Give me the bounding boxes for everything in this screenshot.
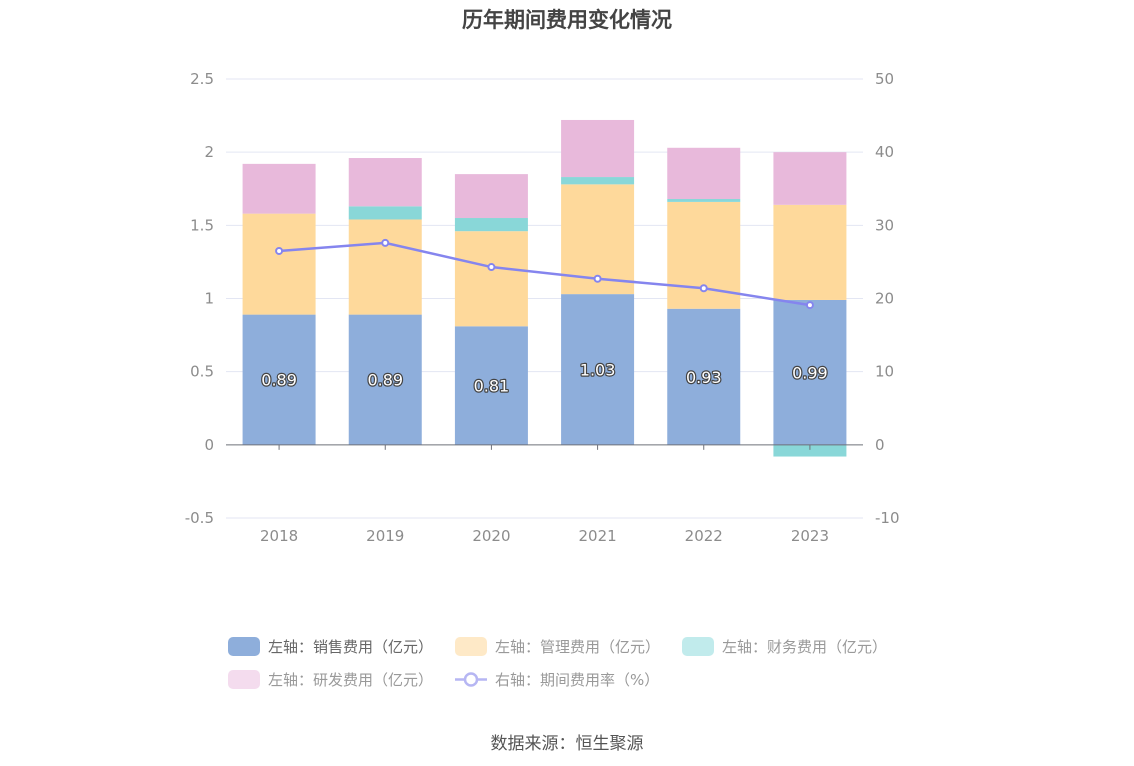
bar-segment: [561, 177, 635, 185]
right-tick-label: 50: [875, 70, 894, 88]
bar-segment: [242, 213, 316, 315]
left-tick-label: 2: [204, 143, 214, 161]
rate-line-series: [275, 238, 814, 310]
right-tick-label: 10: [875, 363, 894, 381]
x-tick-label: 2021: [578, 527, 616, 545]
bar-segment: [454, 231, 528, 327]
legend-swatch-rd: [228, 670, 260, 689]
rate-point: [593, 274, 602, 283]
bar-data-labels: 0.89 0.89 0.81 1.03 0.93 0.99: [260, 359, 829, 396]
legend-item-sales[interactable]: 左轴：销售费用（亿元）: [228, 636, 433, 657]
rate-point: [487, 263, 496, 272]
bar-segment: [561, 294, 635, 445]
right-axis-ticks: 50 40 30 20 10 0 -10: [875, 70, 900, 527]
bar-data-label: 0.99: [792, 363, 828, 382]
left-tick-label: 0: [204, 436, 214, 454]
rate-point: [381, 238, 390, 247]
bar-segment: [773, 299, 847, 445]
bar-data-label: 0.93: [686, 368, 722, 387]
bar-segment: [454, 326, 528, 445]
bar-segment: [348, 219, 422, 315]
bar-segment: [773, 152, 847, 205]
left-tick-label: 2.5: [190, 70, 214, 88]
left-tick-label: -0.5: [185, 509, 214, 527]
legend-swatch-finance: [682, 637, 715, 656]
bar-segment: [773, 444, 847, 457]
bar-segment: [561, 119, 635, 178]
right-tick-label: 40: [875, 143, 894, 161]
grid-lines: [226, 78, 863, 519]
legend-item-admin[interactable]: 左轴：管理费用（亿元）: [455, 636, 660, 657]
right-tick-label: 20: [875, 290, 894, 308]
bar-data-label: 0.89: [367, 371, 403, 390]
legend: 左轴：销售费用（亿元） 左轴：管理费用（亿元） 左轴：财务费用（亿元） 左轴：研…: [228, 630, 928, 696]
rate-point: [805, 301, 814, 310]
legend-label-rd: 左轴：研发费用（亿元）: [268, 671, 434, 689]
bar-segment: [667, 147, 741, 199]
bar-segment: [348, 206, 422, 220]
bar-segment: [348, 158, 422, 207]
rate-line: [278, 241, 811, 307]
right-tick-label: 30: [875, 216, 894, 234]
x-axis: 2018 2019 2020 2021 2022 2023: [226, 444, 863, 545]
bar-segment: [667, 198, 741, 202]
chart-title: 历年期间费用变化情况: [462, 8, 672, 32]
left-tick-label: 1: [204, 290, 214, 308]
legend-label-admin: 左轴：管理费用（亿元）: [495, 638, 661, 656]
x-tick-label: 2020: [472, 527, 510, 545]
rate-point: [699, 284, 708, 293]
x-tick-label: 2019: [366, 527, 404, 545]
left-tick-label: 1.5: [190, 216, 214, 234]
legend-label-rate: 右轴：期间费用率（%）: [495, 671, 660, 689]
rate-point: [275, 246, 284, 255]
legend-label-sales: 左轴：销售费用（亿元）: [268, 638, 434, 656]
bar-data-label: 0.89: [261, 371, 297, 390]
bar-segment: [454, 218, 528, 232]
bar-segment: [773, 204, 847, 300]
bar-data-label: 1.03: [580, 360, 616, 379]
bar-segment: [348, 314, 422, 445]
legend-swatch-admin: [455, 637, 488, 656]
left-axis-ticks: 2.5 2 1.5 1 0.5 0 -0.5: [185, 70, 214, 527]
x-tick-label: 2022: [685, 527, 723, 545]
x-tick-label: 2023: [791, 527, 829, 545]
bar-segment: [667, 308, 741, 445]
left-tick-label: 0.5: [190, 363, 214, 381]
bar-segment: [242, 163, 316, 214]
bar-segment: [454, 174, 528, 219]
legend-item-rd[interactable]: 左轴：研发费用（亿元）: [228, 669, 433, 690]
bar-series: [242, 119, 847, 457]
legend-swatch-sales: [228, 637, 260, 656]
right-tick-label: -10: [875, 509, 900, 527]
legend-label-finance: 左轴：财务费用（亿元）: [722, 638, 888, 656]
data-source-note: 数据来源：恒生聚源: [490, 734, 644, 754]
legend-item-rate[interactable]: 右轴：期间费用率（%）: [455, 669, 659, 690]
legend-item-finance[interactable]: 左轴：财务费用（亿元）: [682, 636, 887, 657]
bar-data-label: 0.81: [474, 377, 510, 396]
legend-swatch-rate: [455, 672, 488, 687]
right-tick-label: 0: [875, 436, 885, 454]
bar-segment: [242, 314, 316, 445]
x-tick-label: 2018: [260, 527, 298, 545]
